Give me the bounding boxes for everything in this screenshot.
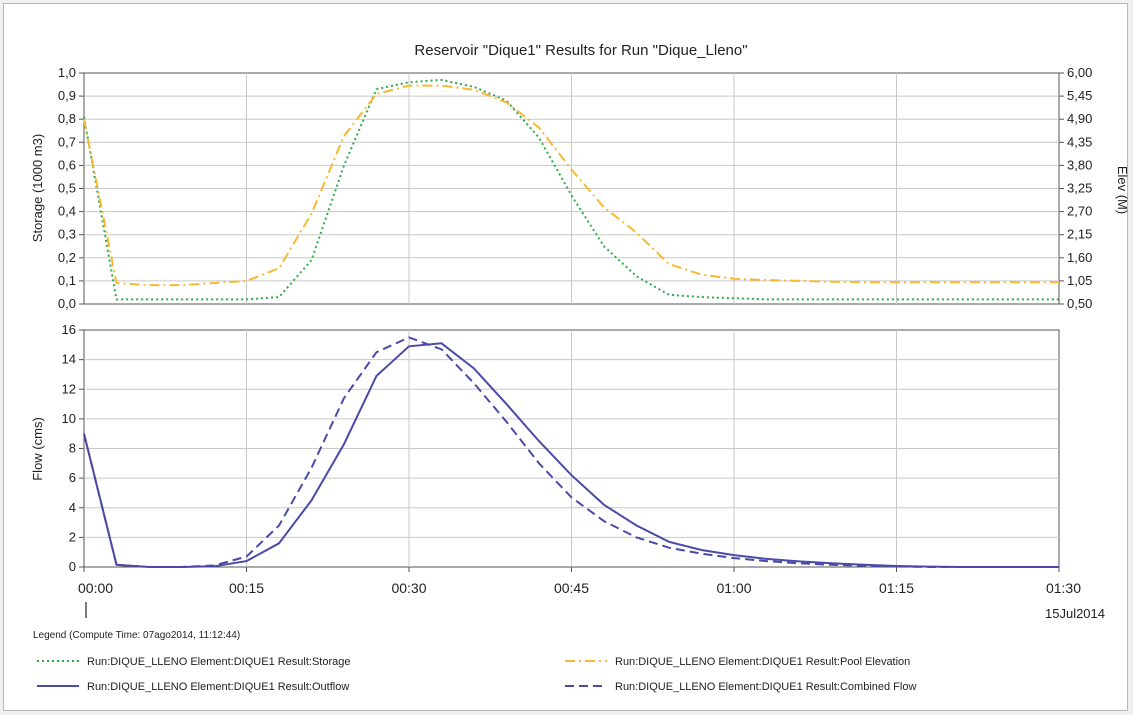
flow-axis-label: Flow (cms): [30, 417, 45, 481]
legend-item-pool-elevation: Run:DIQUE_LLENO Element:DIQUE1 Result:Po…: [565, 656, 910, 668]
flow-tick-label: 10: [62, 411, 76, 426]
storage-tick-label: 1,0: [58, 65, 76, 80]
flow-tick-label: 16: [62, 322, 76, 337]
flow-tick-label: 2: [69, 529, 76, 544]
elevation-tick-label: 4,90: [1067, 111, 1092, 126]
flow-axis-ticks: 0 2 4 6 8 10 12 14 16: [62, 322, 84, 574]
flow-tick-label: 12: [62, 381, 76, 396]
storage-tick-label: 0,6: [58, 157, 76, 172]
legend-label: Run:DIQUE_LLENO Element:DIQUE1 Result:Co…: [615, 681, 916, 693]
top-gridlines: [84, 73, 1059, 304]
chart-title: Reservoir "Dique1" Results for Run "Diqu…: [414, 42, 747, 59]
flow-tick-label: 6: [69, 470, 76, 485]
elevation-tick-label: 0,50: [1067, 296, 1092, 311]
time-axis-ticks: 00:00 00:15 00:30 00:45 01:00 01:15 01:30: [78, 567, 1081, 596]
time-tick-label: 00:45: [554, 580, 589, 596]
combined-flow-series-line: [83, 336, 1059, 568]
flow-tick-label: 0: [69, 559, 76, 574]
storage-series-line: [83, 78, 1059, 301]
elevation-axis-ticks: 0,50 1,05 1,60 2,15 2,70 3,25 3,80 4,35 4,90 5,45…: [1059, 65, 1092, 311]
elevation-tick-label: 3,80: [1067, 157, 1092, 172]
elevation-tick-label: 3,25: [1067, 181, 1092, 196]
outflow-series-line: [83, 342, 1059, 568]
elevation-axis-label: Elev (M): [1115, 166, 1130, 214]
legend-item-storage: Run:DIQUE_LLENO Element:DIQUE1 Result:St…: [37, 656, 351, 668]
time-tick-label: 01:00: [716, 580, 751, 596]
elevation-tick-label: 2,15: [1067, 227, 1092, 242]
flow-tick-label: 4: [69, 500, 76, 515]
elevation-tick-label: 4,35: [1067, 134, 1092, 149]
time-tick-label: 00:15: [229, 580, 264, 596]
storage-tick-label: 0,5: [58, 181, 76, 196]
legend-label: Run:DIQUE_LLENO Element:DIQUE1 Result:Po…: [615, 656, 910, 668]
date-label: 15Jul2014: [1045, 606, 1105, 621]
top-series-group: [83, 78, 1059, 301]
elevation-tick-label: 6,00: [1067, 65, 1092, 80]
legend-item-outflow: Run:DIQUE_LLENO Element:DIQUE1 Result:Ou…: [37, 681, 349, 693]
legend: Run:DIQUE_LLENO Element:DIQUE1 Result:St…: [37, 656, 916, 693]
pool-elevation-series-line: [83, 84, 1059, 287]
elevation-tick-label: 1,60: [1067, 250, 1092, 265]
storage-axis-ticks: 0,0 0,1 0,2 0,3 0,4 0,5 0,6 0,7 0,8 0,9 1,0: [58, 65, 84, 311]
elevation-tick-label: 2,70: [1067, 204, 1092, 219]
storage-tick-label: 0,2: [58, 250, 76, 265]
legend-label: Run:DIQUE_LLENO Element:DIQUE1 Result:St…: [87, 656, 351, 668]
bottom-series-group: [83, 336, 1059, 568]
flow-tick-label: 14: [62, 352, 76, 367]
bottom-gridlines: [84, 330, 1059, 567]
flow-tick-label: 8: [69, 441, 76, 456]
legend-title: Legend (Compute Time: 07ago2014, 11:12:4…: [33, 630, 240, 641]
time-tick-label: 00:30: [391, 580, 426, 596]
storage-tick-label: 0,3: [58, 227, 76, 242]
storage-tick-label: 0,0: [58, 296, 76, 311]
elevation-tick-label: 5,45: [1067, 88, 1092, 103]
legend-label: Run:DIQUE_LLENO Element:DIQUE1 Result:Ou…: [87, 681, 349, 693]
storage-tick-label: 0,8: [58, 111, 76, 126]
legend-item-combined-flow: Run:DIQUE_LLENO Element:DIQUE1 Result:Co…: [565, 681, 916, 693]
storage-axis-label: Storage (1000 m3): [30, 134, 45, 242]
storage-tick-label: 0,1: [58, 273, 76, 288]
time-tick-label: 01:15: [879, 580, 914, 596]
time-tick-label: 01:30: [1046, 580, 1081, 596]
elevation-tick-label: 1,05: [1067, 273, 1092, 288]
storage-tick-label: 0,7: [58, 134, 76, 149]
storage-tick-label: 0,4: [58, 204, 76, 219]
time-tick-label: 00:00: [78, 580, 113, 596]
storage-tick-label: 0,9: [58, 88, 76, 103]
